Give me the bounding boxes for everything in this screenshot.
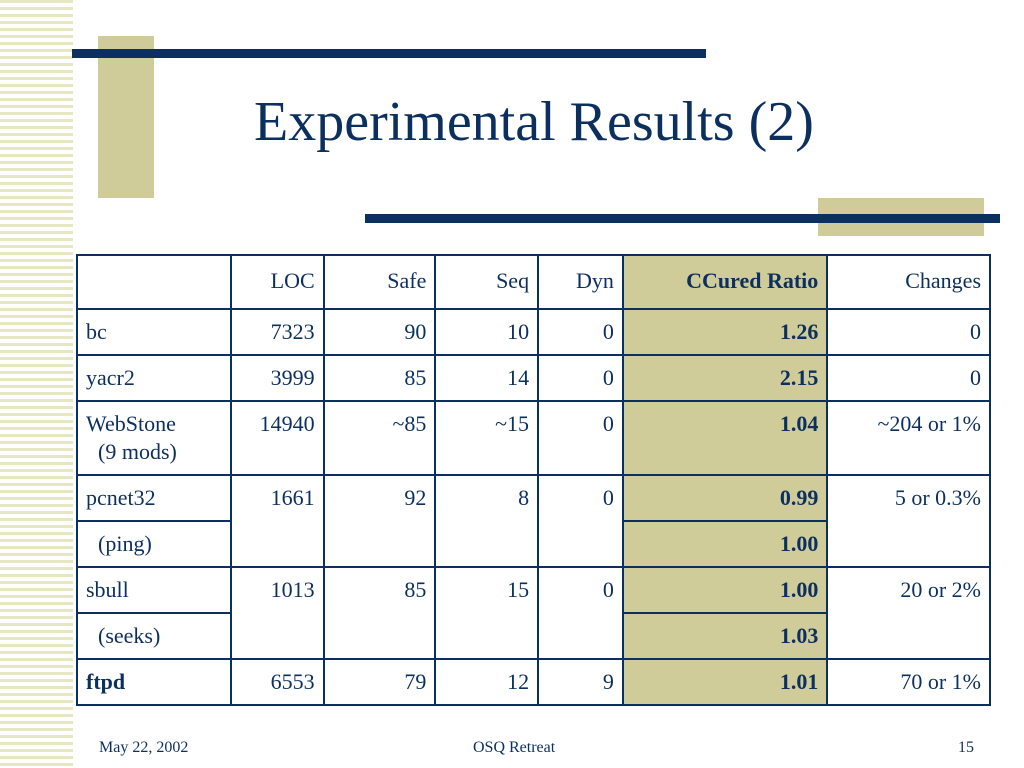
cell-program: ftpd [76,658,232,706]
header-program [76,254,232,310]
table-row: ftpd 6553 79 12 9 1.01 70 or 1% [76,658,991,706]
decor-navy-bar-bottom [365,214,1000,223]
header-changes: Changes [826,254,991,310]
cell-program: bc [76,308,232,356]
decor-tan-block-top [98,36,154,198]
footer-date: May 22, 2002 [99,739,189,756]
cell-ratio: 1.03 [621,612,829,660]
table-row: yacr2 3999 85 14 0 2.15 0 [76,354,991,402]
cell-seq: 8 [434,474,540,568]
cell-ratio: 1.04 [621,400,829,476]
table-row: pcnet32 1661 92 8 0 0.99 5 or 0.3% [76,474,991,568]
header-safe: Safe [322,254,437,310]
cell-seq: 14 [434,354,540,402]
cell-ratio: 2.15 [621,354,829,402]
cell-loc: 3999 [229,354,325,402]
cell-dyn: 0 [537,400,624,476]
cell-program: sbull [76,566,232,614]
cell-program-subtitle: (ping) [76,520,232,568]
cell-changes: 0 [826,354,991,402]
cell-changes: 70 or 1% [826,658,991,706]
cell-safe: 85 [322,354,437,402]
cell-ratio: 1.00 [621,520,829,568]
cell-loc: 6553 [229,658,325,706]
table-row: bc 7323 90 10 0 1.26 0 [76,308,991,356]
cell-safe: 90 [322,308,437,356]
cell-seq: 15 [434,566,540,660]
cell-program: WebStone (9 mods) [76,400,232,476]
program-name: WebStone [86,411,176,436]
cell-ratio: 1.26 [621,308,829,356]
cell-changes: 0 [826,308,991,356]
program-subtitle: (9 mods) [98,439,177,464]
cell-safe: 92 [322,474,437,568]
table-row: WebStone (9 mods) 14940 ~85 ~15 0 1.04 ~… [76,400,991,476]
table-row: (ping) 1.00 [76,520,990,568]
cell-loc: 7323 [229,308,325,356]
results-table: LOC Safe Seq Dyn CCured Ratio Changes bc… [76,254,991,706]
cell-ratio: 1.00 [621,566,829,614]
table-header-row: LOC Safe Seq Dyn CCured Ratio Changes [76,254,991,310]
cell-program: yacr2 [76,354,232,402]
cell-dyn: 0 [537,308,624,356]
table-row: sbull 1013 85 15 0 1.00 20 or 2% [76,566,991,660]
cell-program-subtitle: (seeks) [76,612,232,660]
cell-safe: ~85 [322,400,437,476]
slide-title: Experimental Results (2) [254,91,814,153]
header-dyn: Dyn [537,254,624,310]
header-loc: LOC [229,254,325,310]
cell-ratio: 1.01 [621,658,829,706]
program-subtitle: (ping) [98,531,152,556]
footer-event: OSQ Retreat [473,739,556,756]
cell-dyn: 0 [537,474,624,568]
cell-seq: 10 [434,308,540,356]
cell-loc: 14940 [229,400,325,476]
cell-program: pcnet32 [76,474,232,522]
table-row: (seeks) 1.03 [76,612,990,660]
cell-seq: ~15 [434,400,540,476]
cell-safe: 85 [322,566,437,660]
header-seq: Seq [434,254,540,310]
cell-changes: 5 or 0.3% [826,474,991,568]
footer-page-number: 15 [958,739,974,756]
cell-dyn: 0 [537,566,624,660]
cell-dyn: 9 [537,658,624,706]
cell-changes: ~204 or 1% [826,400,991,476]
cell-safe: 79 [322,658,437,706]
cell-dyn: 0 [537,354,624,402]
cell-ratio: 0.99 [621,474,829,522]
left-stripe-border [0,0,73,768]
decor-navy-bar-top [72,49,706,58]
cell-loc: 1661 [229,474,325,568]
cell-loc: 1013 [229,566,325,660]
cell-changes: 20 or 2% [826,566,991,660]
cell-seq: 12 [434,658,540,706]
header-ccured-ratio: CCured Ratio [621,254,829,310]
program-subtitle: (seeks) [98,623,161,648]
